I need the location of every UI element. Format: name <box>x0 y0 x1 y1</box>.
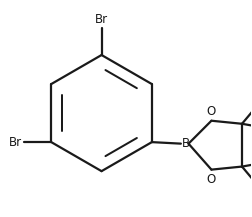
Text: Br: Br <box>95 13 108 26</box>
Text: O: O <box>207 105 216 118</box>
Text: O: O <box>207 173 216 186</box>
Text: Br: Br <box>9 136 22 149</box>
Text: B: B <box>182 137 190 150</box>
